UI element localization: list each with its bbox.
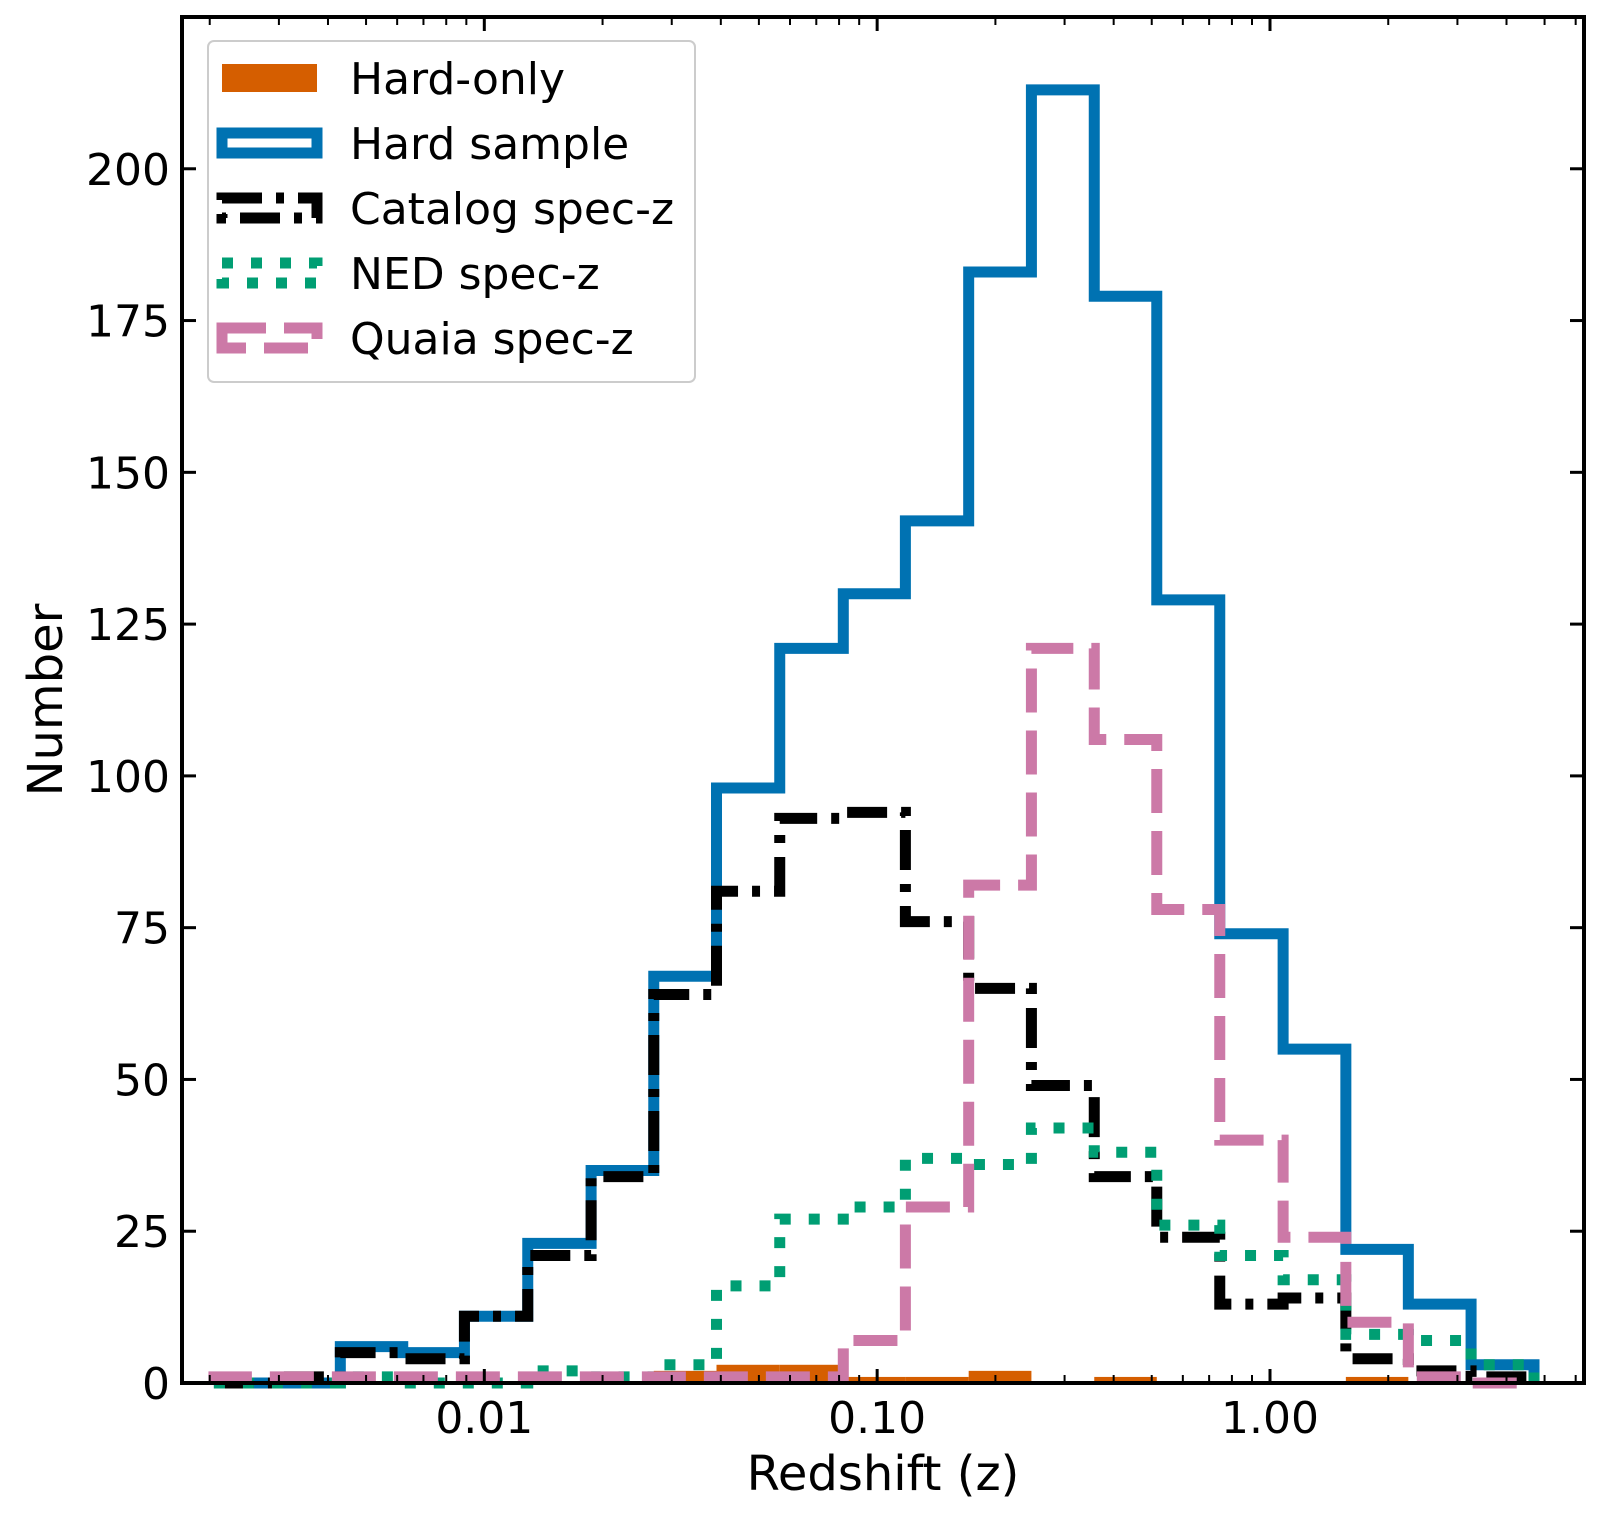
y-tick-label: 100 — [86, 752, 170, 803]
legend-entry: NED spec-z — [216, 249, 600, 300]
x-axis-label: Redshift (z) — [747, 1446, 1020, 1502]
y-tick-label: 175 — [86, 297, 170, 348]
legend-entry: Hard-only — [222, 54, 565, 105]
legend-label: Catalog spec-z — [350, 184, 674, 235]
legend-label: Hard-only — [350, 54, 565, 105]
legend-entry: Quaia spec-z — [216, 314, 634, 365]
x-tick-label: 0.10 — [828, 1393, 926, 1444]
legend-swatch — [216, 322, 323, 354]
bar — [843, 1376, 906, 1383]
bar — [968, 1370, 1032, 1383]
legend-label: Hard sample — [350, 119, 629, 170]
legend-label: Quaia spec-z — [350, 314, 634, 365]
y-tick-label: 75 — [114, 904, 170, 955]
legend-label: NED spec-z — [350, 249, 600, 300]
legend-entry: Catalog spec-z — [216, 184, 674, 235]
y-tick-label: 150 — [86, 448, 170, 499]
plot-frame — [180, 15, 1586, 1385]
axis-labels: Redshift (z) Number — [18, 603, 1019, 1502]
y-tick-label: 0 — [142, 1359, 170, 1410]
legend-box — [207, 40, 696, 383]
y-tick-label: 125 — [86, 600, 170, 651]
legend-swatch — [216, 127, 323, 159]
y-tick-label: 200 — [86, 145, 170, 196]
bar — [1094, 1376, 1157, 1383]
step-line — [208, 642, 1535, 1389]
legend-swatch — [222, 64, 317, 92]
series-hard-only — [653, 1364, 1409, 1383]
series-quaia-spec-z — [208, 642, 1535, 1389]
plot-area — [208, 84, 1540, 1389]
y-tick-label: 25 — [114, 1207, 170, 1258]
y-tick-label: 50 — [114, 1055, 170, 1106]
axis-ticks: 0 25 50 75 100 125 150 175 200 0.01 0.10 1.00 — [86, 17, 1584, 1444]
legend: Hard-only Hard sample Catalog spec-z NED sp… — [207, 40, 696, 383]
bar — [905, 1376, 969, 1383]
legend-entry: Hard sample — [216, 119, 629, 170]
legend-swatch — [216, 192, 323, 224]
y-axis-label: Number — [18, 603, 74, 796]
x-tick-label: 1.00 — [1221, 1393, 1319, 1444]
bar — [1345, 1376, 1409, 1383]
x-tick-label: 0.01 — [435, 1393, 533, 1444]
